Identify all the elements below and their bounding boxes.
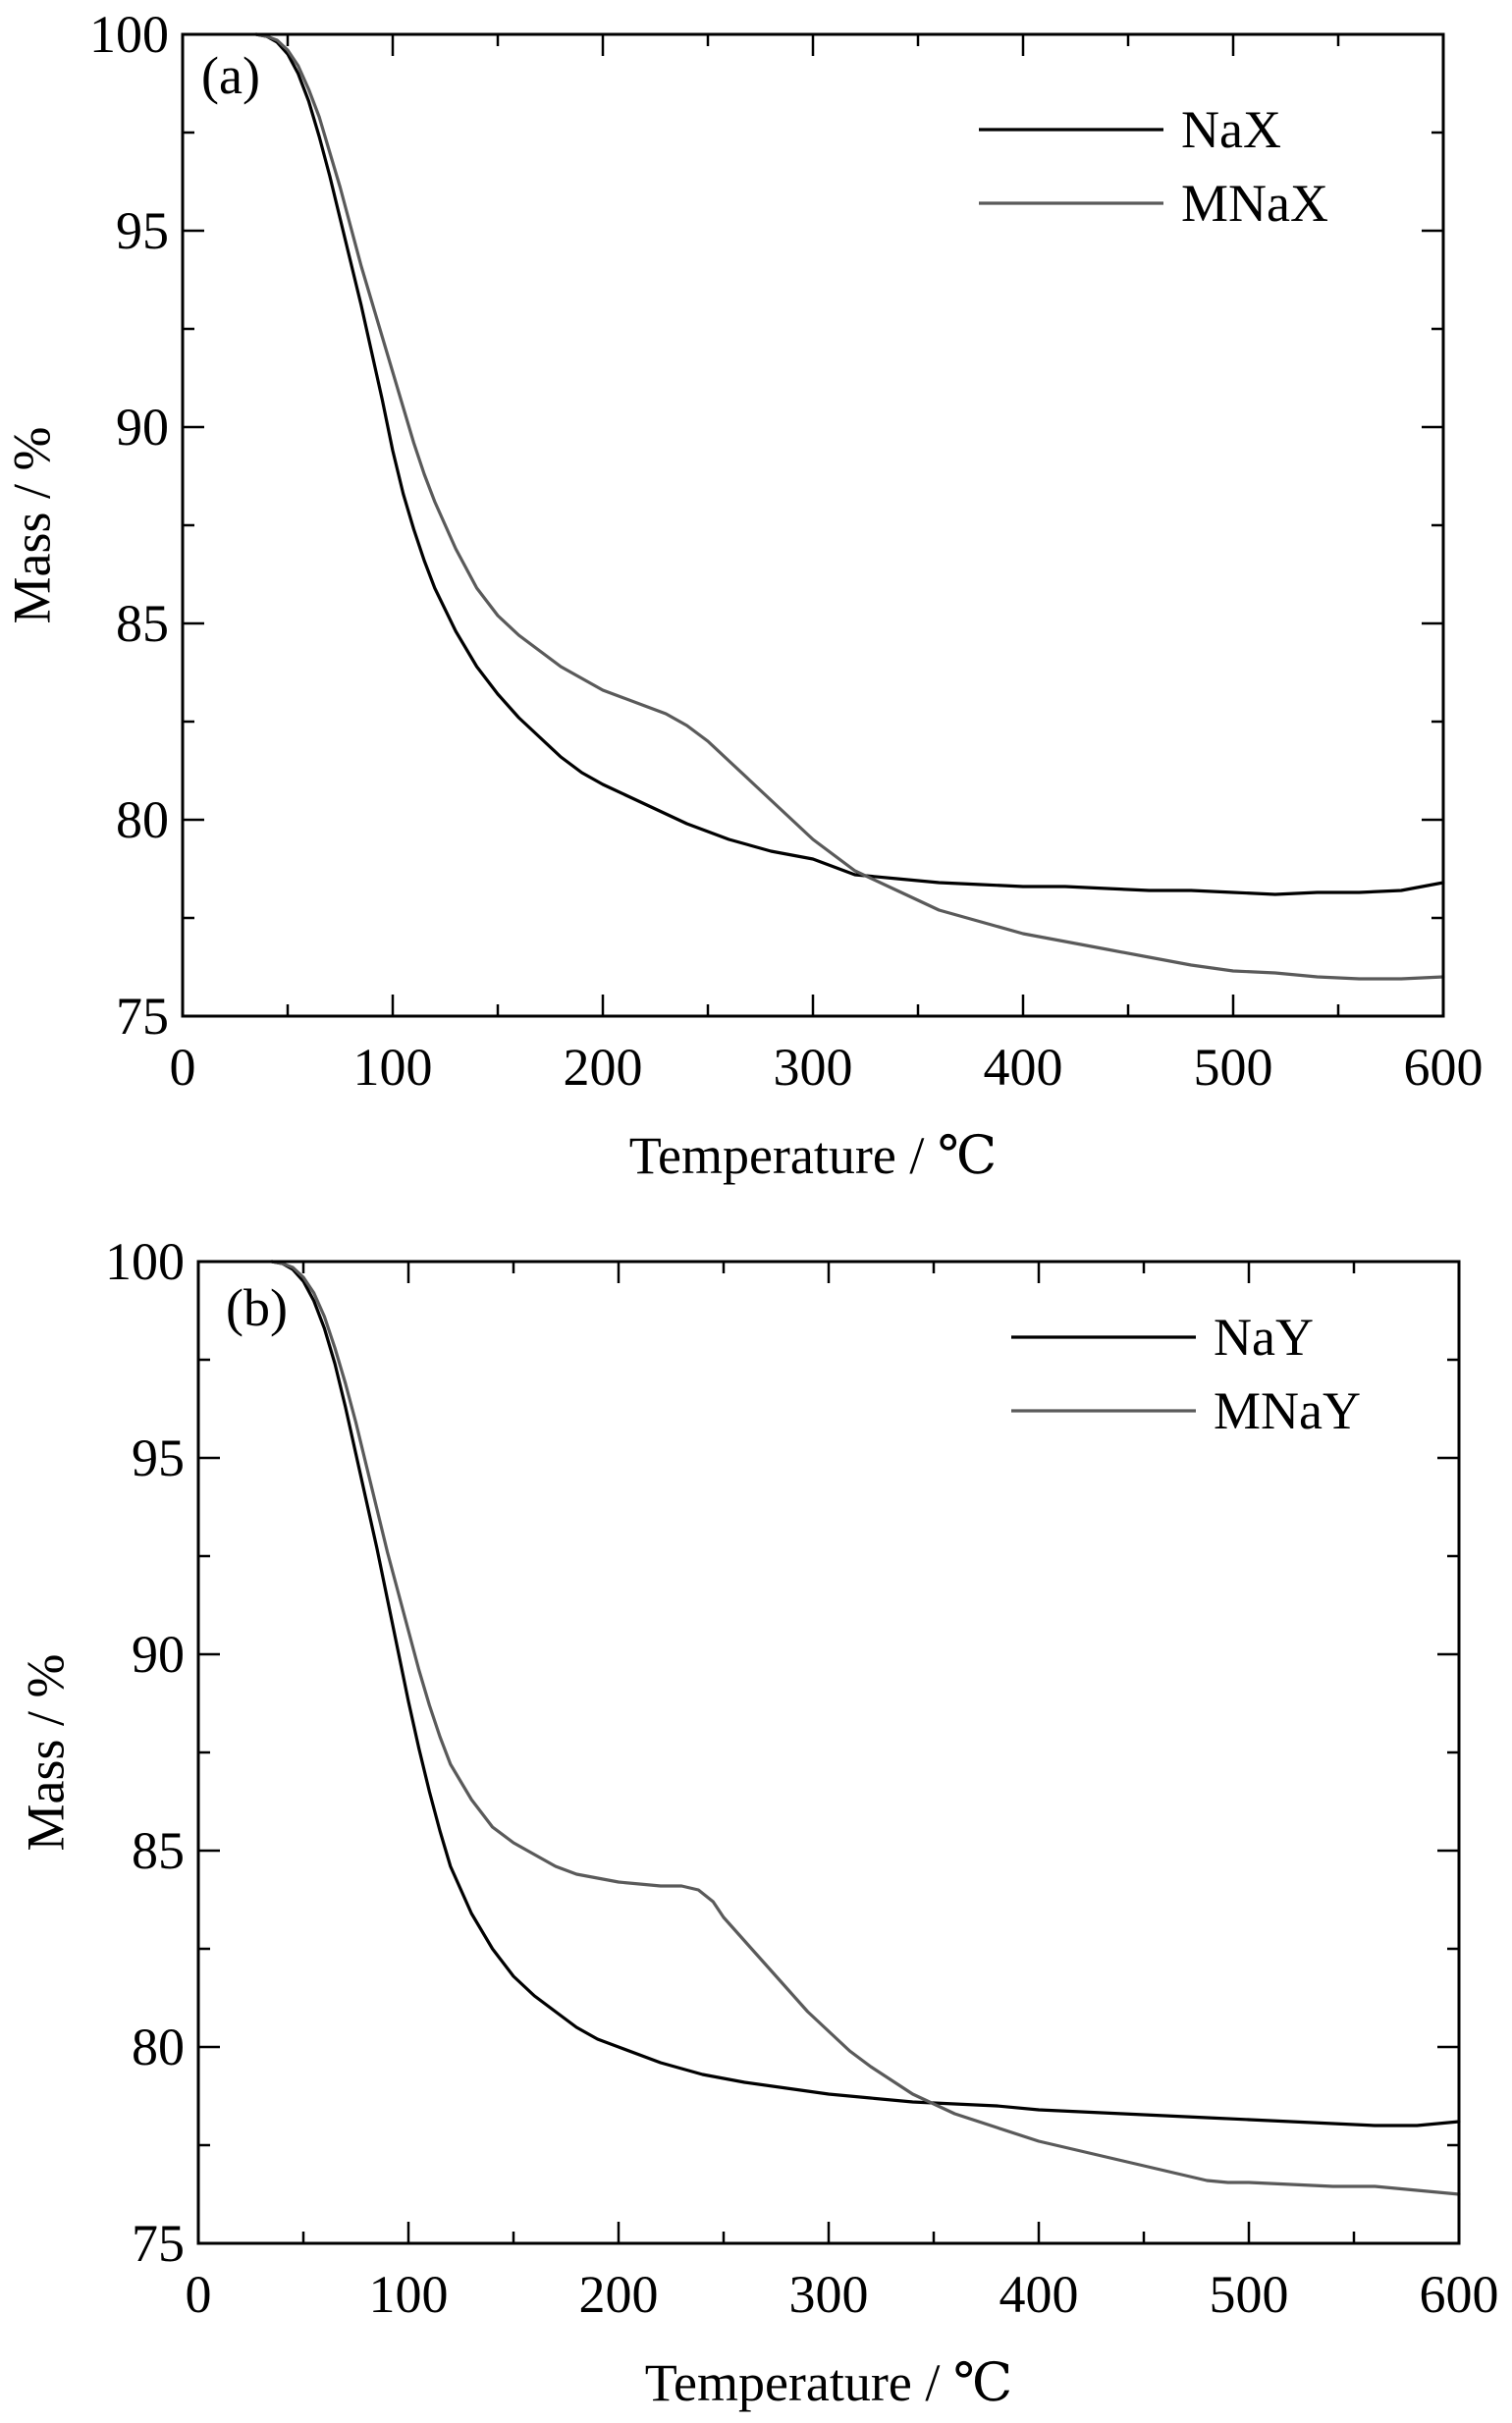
panel-a-x-tick-label: 0 (170, 1038, 196, 1097)
panel-b-y-tick-label: 95 (132, 1428, 185, 1487)
chart-panel-b: 0 100 200 300 400 500 600 75 80 85 90 95 100 Temperat… (16, 1232, 1498, 2412)
panel-b-series-line-mnay (270, 1260, 1461, 2196)
panel-b-x-axis-title: Temperature / ℃ (645, 2353, 1012, 2412)
panel-a-y-tick-label: 80 (116, 790, 169, 849)
panel-b-legend-label-nay: NaY (1214, 1308, 1314, 1367)
panel-b-series-line-nay (270, 1260, 1461, 2127)
panel-a-x-tick-label: 100 (353, 1038, 433, 1097)
panel-b-x-tick-label: 400 (999, 2265, 1079, 2324)
panel-a-x-axis-title: Temperature / ℃ (629, 1126, 997, 1185)
panel-b-x-tick-label: 200 (579, 2265, 659, 2324)
chart-panel-a: 0 100 200 300 400 500 600 75 80 85 90 95 100 Temperat… (2, 5, 1483, 1185)
panel-a-y-tick-label: 75 (116, 987, 169, 1046)
panel-b-x-tick-label: 500 (1210, 2265, 1289, 2324)
panel-b-x-tick-label: 0 (186, 2265, 212, 2324)
panel-a-series-line-mnax (254, 32, 1445, 981)
panel-a-y-tick-label: 90 (116, 398, 169, 457)
panel-b-panel-label: (b) (226, 1278, 288, 1337)
panel-a-y-tick-label: 95 (116, 201, 169, 260)
panel-a-x-tick-label: 300 (774, 1038, 853, 1097)
panel-a-y-tick-label: 85 (116, 594, 169, 653)
panel-b-y-tick-label: 80 (132, 2018, 185, 2076)
panel-a-x-tick-label: 400 (984, 1038, 1063, 1097)
panel-b-x-tick-label: 600 (1420, 2265, 1499, 2324)
panel-b-y-tick-label: 90 (132, 1625, 185, 1684)
panel-a-y-tick-label: 100 (89, 5, 169, 64)
panel-b-y-axis-title: Mass / % (16, 1654, 75, 1852)
panel-b-y-tick-label: 100 (105, 1232, 185, 1291)
panel-b-legend-label-mnay: MNaY (1214, 1381, 1361, 1440)
panel-a-series-line-nax (254, 32, 1445, 896)
panel-b-y-tick-label: 75 (132, 2214, 185, 2273)
panel-a-legend-label-mnax: MNaX (1181, 174, 1328, 233)
panel-a-panel-label: (a) (201, 46, 260, 105)
panel-a-x-tick-label: 600 (1404, 1038, 1484, 1097)
panel-b-x-tick-label: 300 (789, 2265, 869, 2324)
panel-a-x-tick-label: 500 (1194, 1038, 1273, 1097)
panel-b-y-tick-label: 85 (132, 1821, 185, 1880)
panel-a-x-tick-label: 200 (564, 1038, 643, 1097)
panel-a-y-axis-title: Mass / % (2, 427, 61, 624)
panel-a-legend-label-nax: NaX (1181, 100, 1281, 159)
panel-b-x-tick-label: 100 (369, 2265, 449, 2324)
